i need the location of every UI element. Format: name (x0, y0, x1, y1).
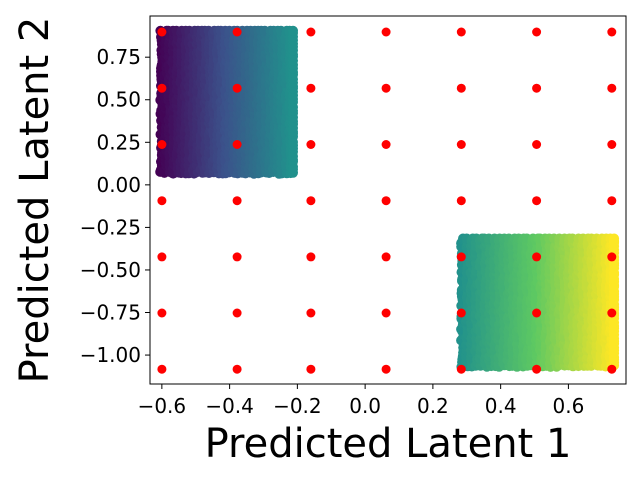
x-tick-label: 0.4 (485, 394, 517, 418)
grid-point (607, 196, 617, 206)
plot-frame (149, 15, 627, 385)
y-tick-label: 0.75 (96, 45, 141, 69)
grid-point (232, 83, 242, 93)
y-tick-label: −1.00 (80, 343, 141, 367)
y-tick-label: −0.75 (80, 301, 141, 325)
grid-point (381, 252, 391, 262)
grid-point (381, 364, 391, 374)
y-tick-label: 0.25 (96, 130, 141, 154)
cluster-point (609, 233, 620, 244)
x-tick-label: −0.4 (205, 394, 254, 418)
grid-point (232, 140, 242, 149)
grid-point (607, 83, 617, 93)
grid-point (232, 308, 242, 318)
grid-point (456, 252, 466, 262)
y-axis-label: Predicted Latent 2 (12, 17, 58, 384)
cluster-point (288, 25, 298, 36)
grid-point (232, 364, 242, 374)
grid-point (532, 140, 542, 149)
grid-point (456, 140, 466, 149)
x-tick-label: −0.2 (273, 394, 322, 418)
grid-point (381, 308, 391, 318)
grid-point (381, 27, 391, 37)
grid-point (306, 196, 316, 206)
grid-point (607, 27, 617, 37)
red-grid-points (157, 27, 617, 374)
grid-point (157, 140, 167, 149)
grid-point (232, 252, 242, 262)
grid-point (306, 364, 316, 374)
y-axis-ticks: 0.75 0.50 0.25 0.00 −0.25 −0.50 −0.75 −1.00 (80, 45, 150, 367)
grid-point (456, 308, 466, 318)
grid-point (306, 308, 316, 318)
grid-point (456, 27, 466, 37)
x-tick-label: 0.6 (552, 394, 584, 418)
grid-point (157, 364, 167, 374)
grid-point (381, 196, 391, 206)
grid-point (157, 308, 167, 318)
grid-point (157, 27, 167, 37)
x-axis-label: Predicted Latent 1 (205, 421, 572, 467)
grid-point (232, 27, 242, 37)
grid-point (607, 252, 617, 262)
y-tick-label: 0.50 (96, 88, 141, 112)
grid-point (306, 140, 316, 149)
y-tick-label: −0.50 (80, 258, 141, 282)
grid-point (532, 364, 542, 374)
grid-point (532, 83, 542, 93)
grid-point (381, 83, 391, 93)
grid-point (532, 308, 542, 318)
grid-point (157, 196, 167, 206)
y-tick-label: −0.25 (80, 215, 141, 239)
x-tick-label: −0.6 (138, 394, 187, 418)
x-axis-ticks: −0.6 −0.4 −0.2 0.0 0.2 0.4 0.6 (138, 384, 584, 418)
grid-point (456, 364, 466, 374)
grid-point (232, 196, 242, 206)
x-tick-label: 0.2 (417, 394, 449, 418)
grid-point (306, 83, 316, 93)
grid-point (157, 252, 167, 262)
grid-point (607, 140, 617, 149)
x-tick-label: 0.0 (349, 394, 381, 418)
cluster-1 (155, 25, 298, 179)
grid-point (306, 252, 316, 262)
y-tick-label: 0.00 (96, 173, 141, 197)
grid-point (456, 83, 466, 93)
grid-point (607, 364, 617, 374)
grid-point (157, 83, 167, 93)
grid-point (381, 140, 391, 149)
grid-point (607, 308, 617, 318)
grid-point (532, 27, 542, 37)
grid-point (532, 252, 542, 262)
grid-point (456, 196, 466, 206)
grid-point (532, 196, 542, 206)
grid-point (306, 27, 316, 37)
